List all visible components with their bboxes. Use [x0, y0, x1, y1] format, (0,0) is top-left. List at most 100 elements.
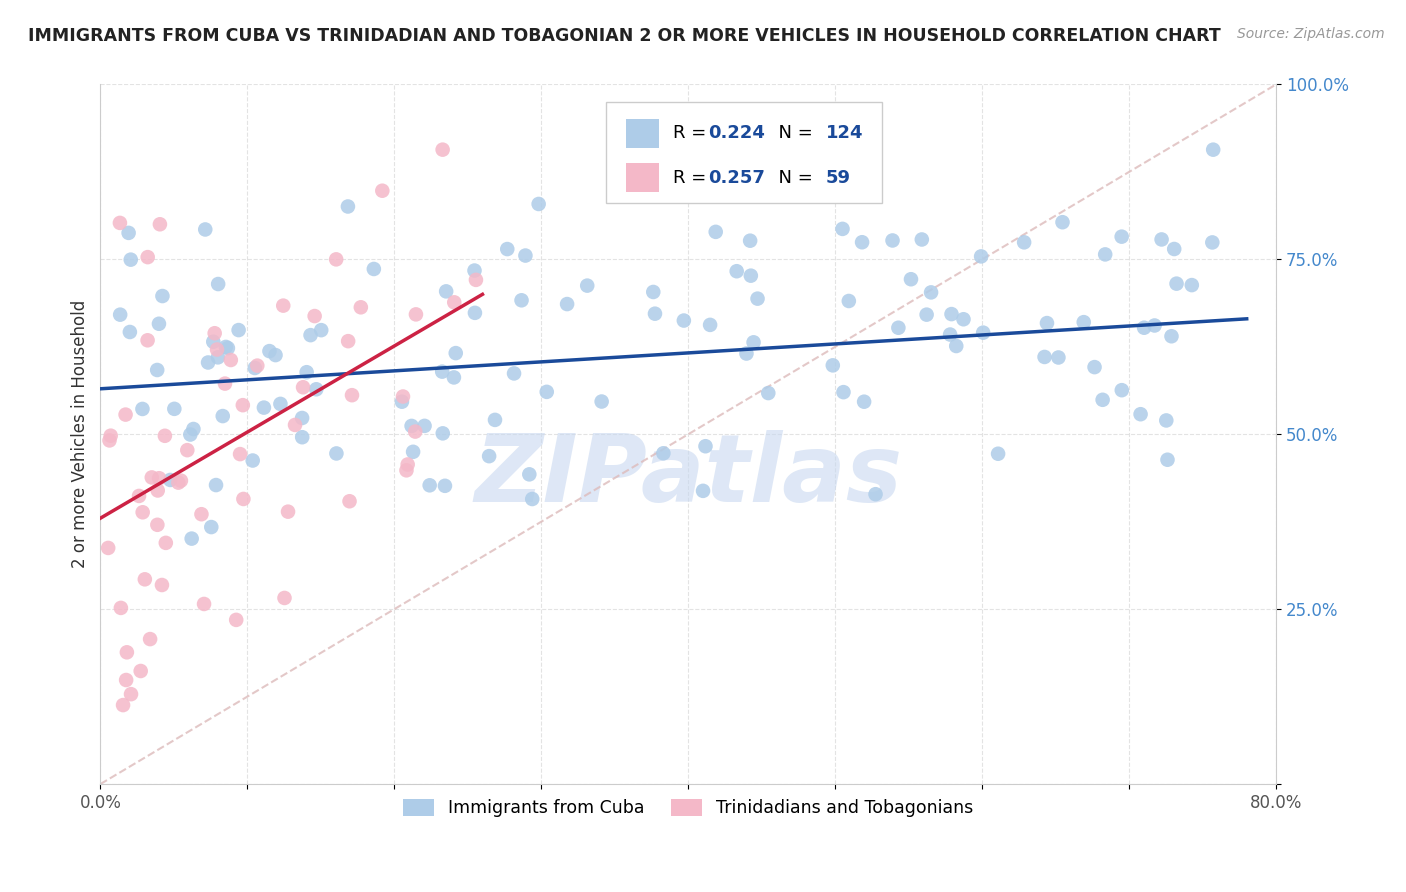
Immigrants from Cuba — [851, 235, 873, 250]
Trinidadians and Tobagonians — [432, 143, 454, 157]
Immigrants from Cuba — [515, 248, 537, 262]
Trinidadians and Tobagonians — [337, 334, 360, 348]
Immigrants from Cuba — [643, 285, 665, 299]
Trinidadians and Tobagonians — [340, 388, 363, 402]
Immigrants from Cuba — [163, 401, 186, 416]
Trinidadians and Tobagonians — [148, 471, 170, 485]
Immigrants from Cuba — [432, 426, 454, 441]
Immigrants from Cuba — [576, 278, 599, 293]
Trinidadians and Tobagonians — [205, 343, 228, 357]
Immigrants from Cuba — [1073, 315, 1095, 329]
Immigrants from Cuba — [740, 234, 762, 248]
Text: IMMIGRANTS FROM CUBA VS TRINIDADIAN AND TOBAGONIAN 2 OR MORE VEHICLES IN HOUSEHO: IMMIGRANTS FROM CUBA VS TRINIDADIAN AND … — [28, 27, 1220, 45]
Immigrants from Cuba — [735, 346, 758, 360]
Immigrants from Cuba — [295, 365, 318, 379]
Immigrants from Cuba — [401, 418, 423, 433]
Immigrants from Cuba — [180, 532, 202, 546]
Immigrants from Cuba — [120, 252, 142, 267]
Immigrants from Cuba — [972, 326, 994, 340]
Trinidadians and Tobagonians — [350, 301, 373, 315]
Immigrants from Cuba — [484, 413, 506, 427]
Immigrants from Cuba — [179, 427, 201, 442]
Trinidadians and Tobagonians — [170, 474, 193, 488]
Immigrants from Cuba — [672, 313, 695, 327]
Immigrants from Cuba — [228, 323, 250, 337]
Trinidadians and Tobagonians — [371, 184, 394, 198]
Trinidadians and Tobagonians — [392, 390, 415, 404]
Immigrants from Cuba — [699, 318, 721, 332]
Trinidadians and Tobagonians — [146, 483, 169, 498]
Trinidadians and Tobagonians — [232, 491, 254, 506]
Trinidadians and Tobagonians — [304, 309, 326, 323]
Immigrants from Cuba — [402, 445, 425, 459]
Immigrants from Cuba — [939, 327, 962, 342]
Trinidadians and Tobagonians — [120, 687, 142, 701]
Immigrants from Cuba — [756, 386, 779, 401]
Trinidadians and Tobagonians — [100, 428, 122, 442]
Text: R =: R = — [673, 169, 711, 186]
Immigrants from Cuba — [503, 367, 526, 381]
Immigrants from Cuba — [1150, 232, 1173, 246]
Trinidadians and Tobagonians — [110, 601, 132, 615]
Trinidadians and Tobagonians — [232, 398, 254, 412]
Trinidadians and Tobagonians — [204, 326, 226, 341]
Trinidadians and Tobagonians — [115, 645, 138, 659]
Trinidadians and Tobagonians — [97, 541, 120, 555]
Immigrants from Cuba — [478, 449, 501, 463]
Immigrants from Cuba — [725, 264, 748, 278]
Trinidadians and Tobagonians — [292, 380, 315, 394]
Immigrants from Cuba — [205, 478, 228, 492]
Trinidadians and Tobagonians — [128, 489, 150, 503]
Immigrants from Cuba — [591, 394, 613, 409]
Immigrants from Cuba — [747, 292, 769, 306]
Immigrants from Cuba — [200, 520, 222, 534]
Y-axis label: 2 or more Vehicles in Household: 2 or more Vehicles in Household — [72, 300, 89, 568]
Immigrants from Cuba — [118, 325, 141, 339]
Immigrants from Cuba — [152, 289, 174, 303]
Immigrants from Cuba — [1012, 235, 1035, 250]
Immigrants from Cuba — [1111, 229, 1133, 244]
Trinidadians and Tobagonians — [271, 299, 294, 313]
Immigrants from Cuba — [1091, 392, 1114, 407]
Trinidadians and Tobagonians — [155, 536, 177, 550]
Immigrants from Cuba — [1133, 320, 1156, 334]
Immigrants from Cuba — [1201, 235, 1223, 250]
FancyBboxPatch shape — [626, 119, 659, 148]
Trinidadians and Tobagonians — [114, 408, 136, 422]
Immigrants from Cuba — [987, 447, 1010, 461]
Text: 124: 124 — [825, 124, 863, 142]
Text: N =: N = — [768, 169, 818, 186]
FancyBboxPatch shape — [606, 102, 882, 203]
Immigrants from Cuba — [309, 323, 332, 337]
Trinidadians and Tobagonians — [149, 217, 172, 231]
Trinidadians and Tobagonians — [443, 295, 465, 310]
Immigrants from Cuba — [695, 439, 717, 453]
Immigrants from Cuba — [291, 430, 314, 444]
Trinidadians and Tobagonians — [150, 578, 173, 592]
Trinidadians and Tobagonians — [277, 505, 299, 519]
Immigrants from Cuba — [838, 293, 860, 308]
Immigrants from Cuba — [853, 394, 876, 409]
Immigrants from Cuba — [148, 317, 170, 331]
Trinidadians and Tobagonians — [219, 353, 242, 368]
Trinidadians and Tobagonians — [98, 434, 121, 448]
Immigrants from Cuba — [325, 446, 347, 460]
Immigrants from Cuba — [865, 487, 887, 501]
Trinidadians and Tobagonians — [225, 613, 247, 627]
Trinidadians and Tobagonians — [131, 505, 153, 519]
Immigrants from Cuba — [434, 285, 457, 299]
Immigrants from Cuba — [920, 285, 942, 300]
Immigrants from Cuba — [464, 306, 486, 320]
Immigrants from Cuba — [291, 411, 314, 425]
Immigrants from Cuba — [217, 341, 239, 355]
Immigrants from Cuba — [517, 467, 540, 482]
Immigrants from Cuba — [652, 446, 675, 460]
Immigrants from Cuba — [900, 272, 922, 286]
Immigrants from Cuba — [1202, 143, 1225, 157]
Text: 0.224: 0.224 — [709, 124, 765, 142]
Trinidadians and Tobagonians — [115, 673, 138, 687]
Immigrants from Cuba — [413, 418, 436, 433]
Immigrants from Cuba — [1156, 452, 1178, 467]
Trinidadians and Tobagonians — [190, 507, 212, 521]
Immigrants from Cuba — [1143, 318, 1166, 333]
